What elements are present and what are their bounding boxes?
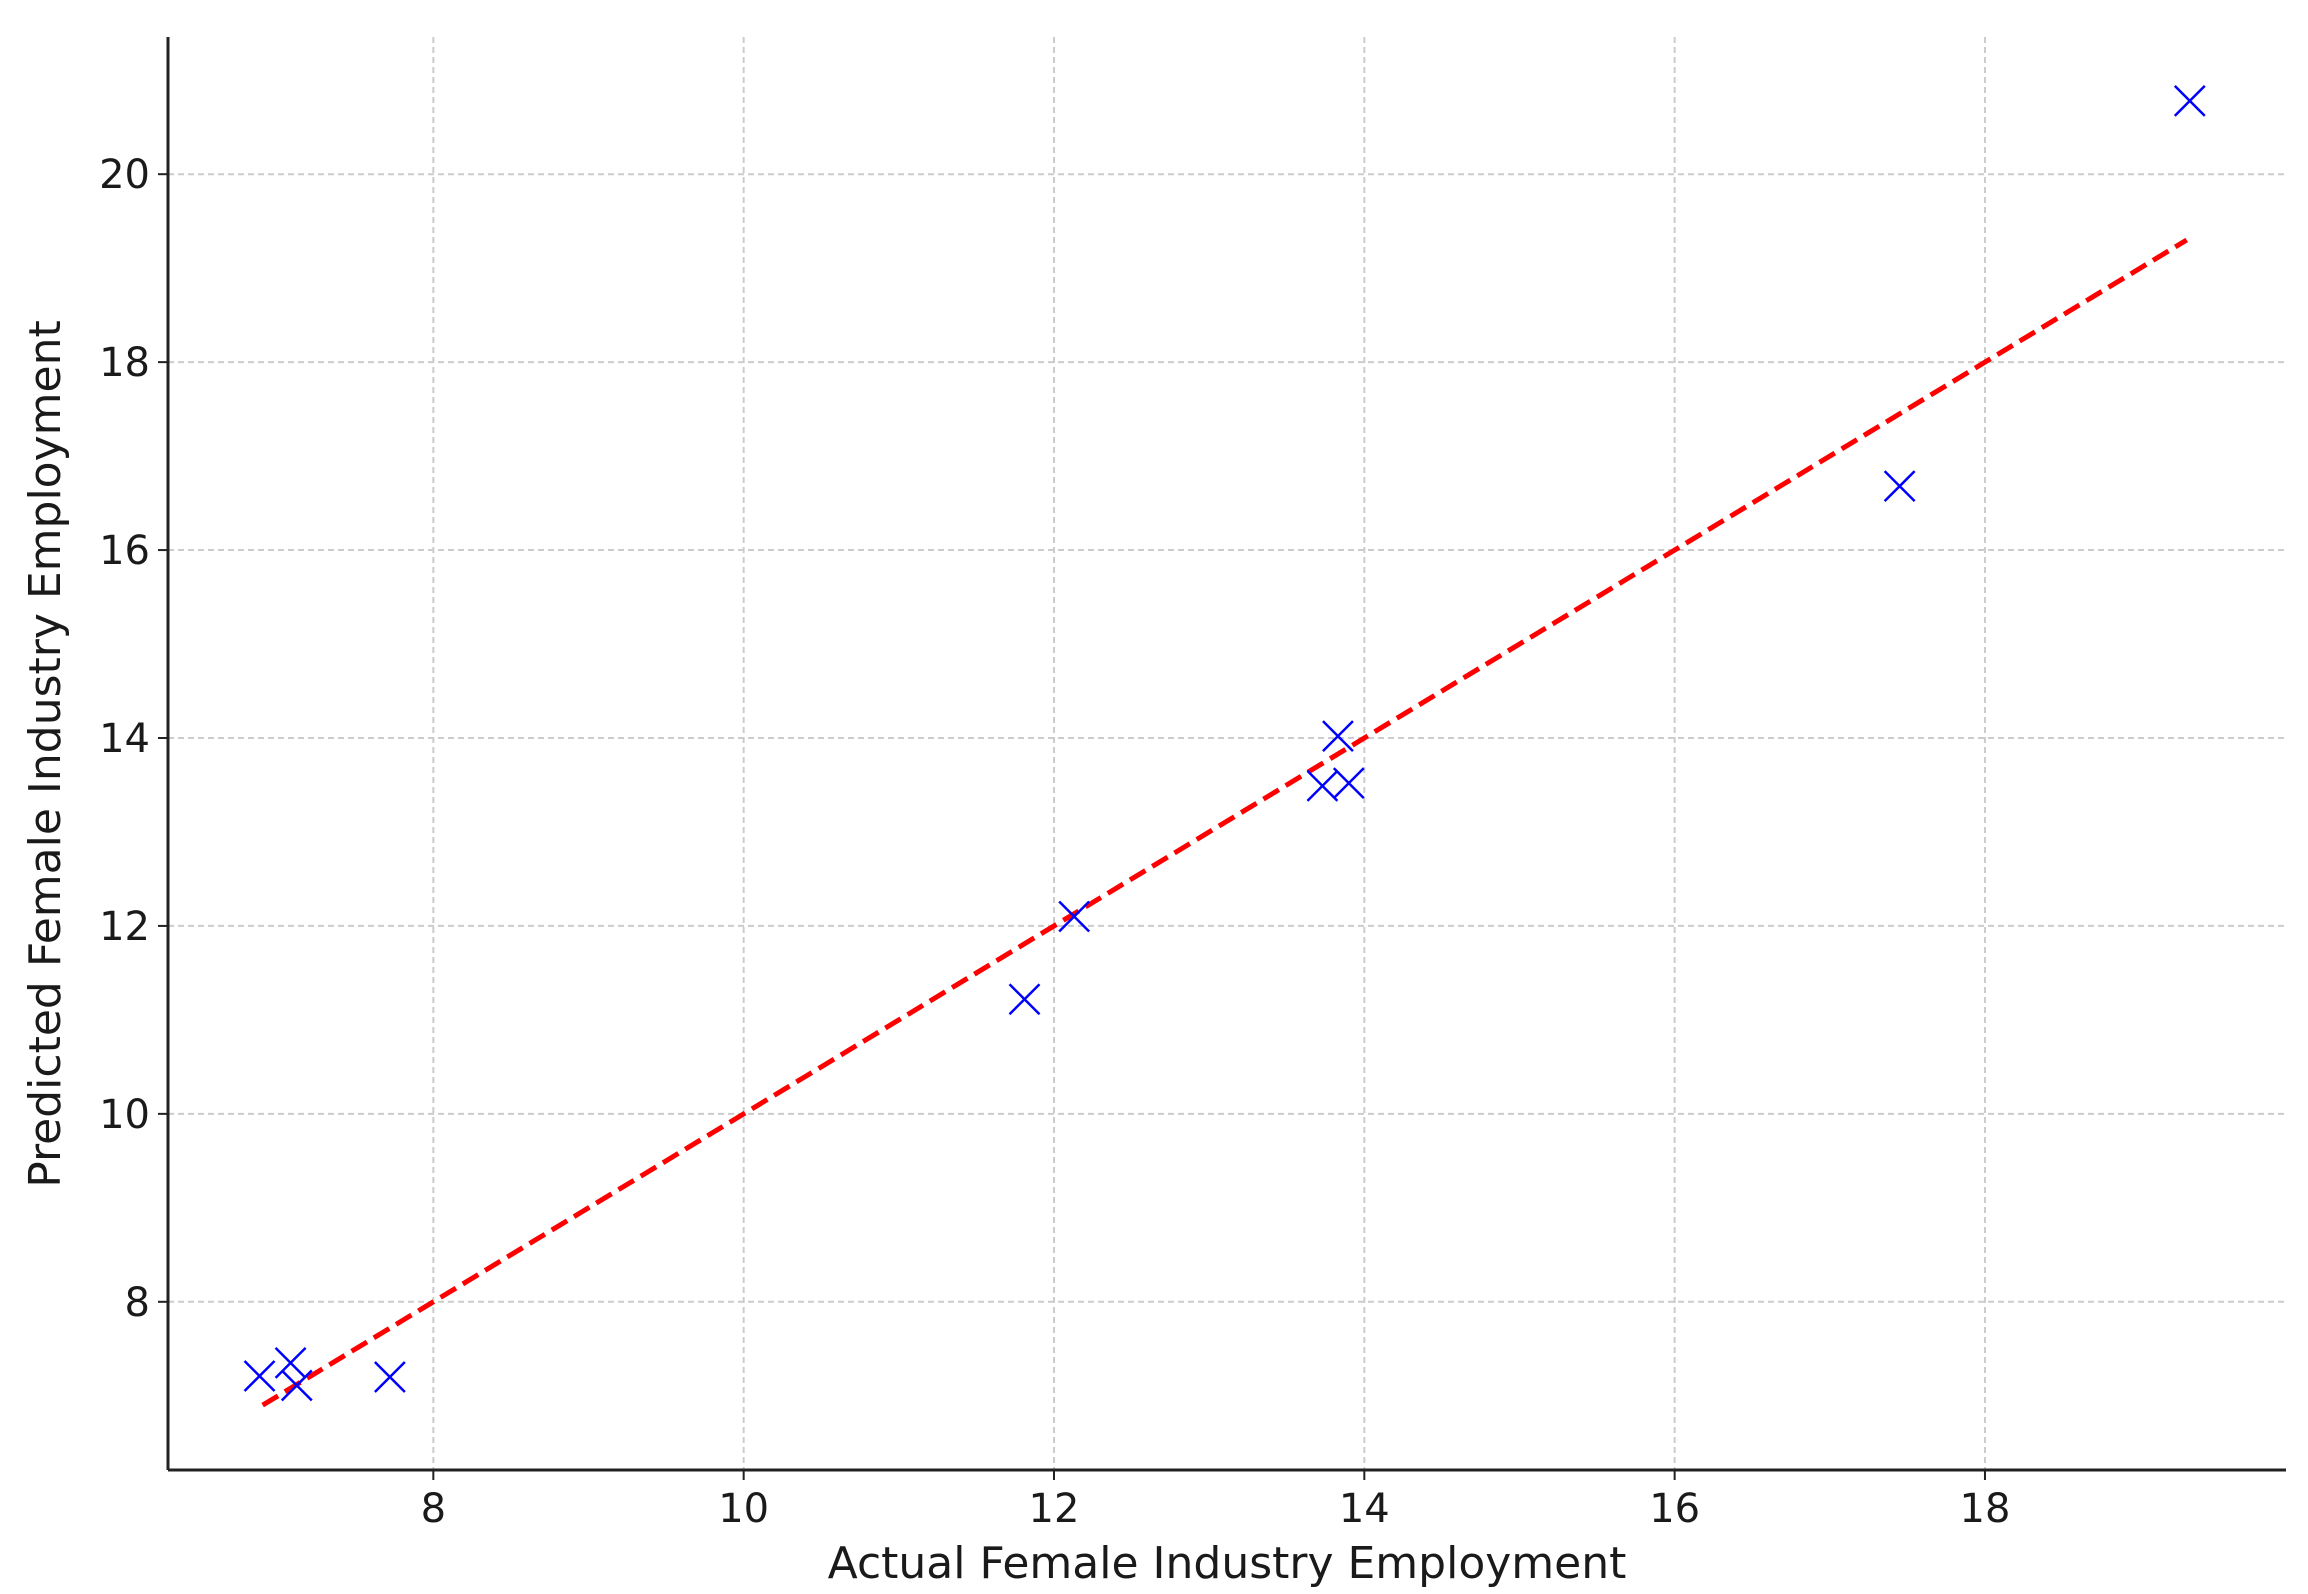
point — [2173, 85, 2206, 117]
fit-line — [261, 237, 2188, 1408]
y-tick-label: 10 — [99, 1092, 150, 1138]
x-tick-label: 18 — [1960, 1486, 2011, 1532]
x-tick-label: 8 — [421, 1486, 446, 1532]
y-tick-label: 8 — [125, 1280, 150, 1326]
point — [374, 1361, 406, 1393]
point — [1008, 983, 1041, 1016]
point — [1883, 470, 1916, 503]
x-tick-label: 14 — [1339, 1486, 1390, 1532]
y-tick-label: 14 — [99, 716, 150, 762]
point — [280, 1369, 313, 1402]
point — [274, 1346, 307, 1379]
x-tick-label: 16 — [1649, 1486, 1700, 1532]
y-tick-label: 18 — [99, 340, 150, 386]
y-tick-label: 20 — [99, 152, 150, 198]
x-tick-label: 12 — [1029, 1486, 1080, 1532]
x-tick-label: 10 — [718, 1486, 769, 1532]
point — [1322, 720, 1354, 752]
y-tick-label: 12 — [99, 904, 150, 950]
point — [1058, 900, 1091, 933]
point — [1332, 767, 1365, 799]
y-axis-label: Predicted Female Industry Employment — [20, 320, 71, 1187]
y-tick-label: 16 — [99, 528, 150, 574]
point — [243, 1360, 276, 1392]
point — [1306, 770, 1339, 802]
x-axis-label: Actual Female Industry Employment — [828, 1538, 1627, 1589]
